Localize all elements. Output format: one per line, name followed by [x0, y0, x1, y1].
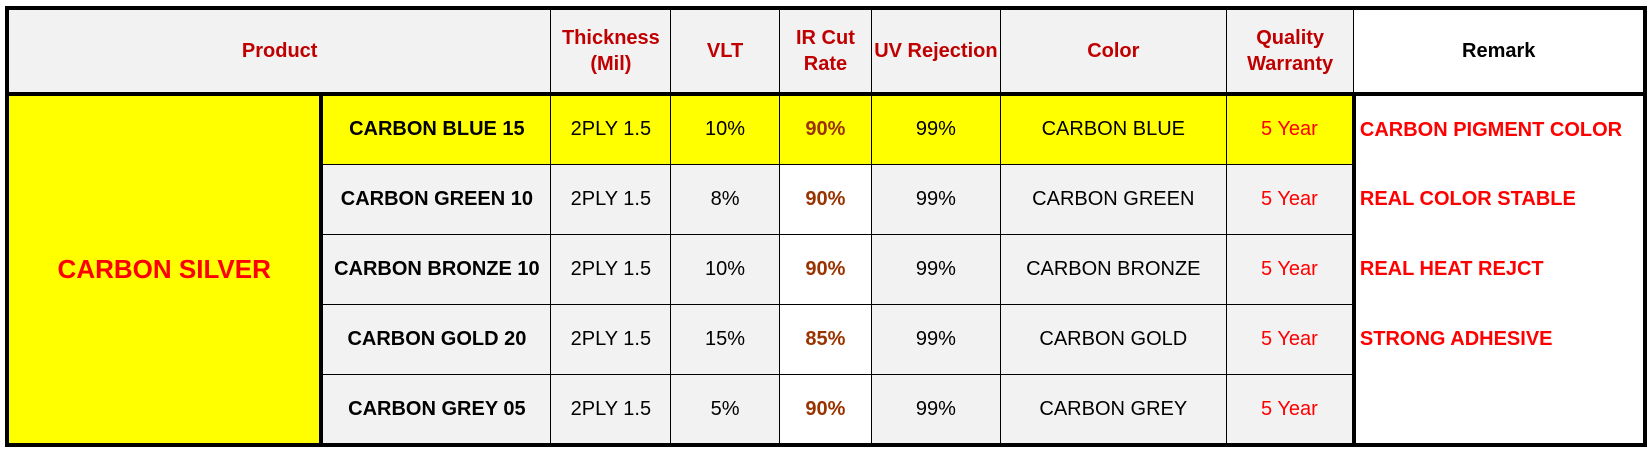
- ir-cut-value: 90%: [778, 163, 873, 235]
- color-value: CARBON GREY: [999, 374, 1227, 446]
- product-spec-table: Product Thickness (Mil) VLT IR Cut Rate …: [5, 6, 1647, 447]
- warranty-value: 5 Year: [1225, 93, 1355, 165]
- table-row: CARBON BRONZE 10 2PLY 1.5 10% 90% 99% CA…: [7, 233, 1646, 306]
- thickness-value: 2PLY 1.5: [550, 233, 672, 306]
- uv-value: 99%: [871, 163, 1001, 235]
- table-row: CARBON SILVER CARBON BLUE 15 2PLY 1.5 10…: [6, 93, 1646, 446]
- warranty-value: 5 Year: [1225, 233, 1355, 306]
- color-value: CARBON BRONZE: [999, 233, 1227, 306]
- remark-value: CARBON PIGMENT COLOR: [1351, 93, 1646, 165]
- thickness-value: 2PLY 1.5: [550, 163, 672, 235]
- uv-value: 99%: [871, 93, 1001, 165]
- table-row: CARBON GREEN 10 2PLY 1.5 8% 90% 99% CARB…: [7, 163, 1646, 235]
- vlt-value: 5%: [670, 374, 780, 446]
- vlt-value: 15%: [670, 304, 780, 376]
- remark-value: REAL COLOR STABLE: [1351, 164, 1646, 235]
- remark-value: STRONG ADHESIVE: [1351, 304, 1646, 375]
- product-name: CARBON BRONZE 10: [320, 233, 552, 306]
- warranty-value: 5 Year: [1225, 163, 1355, 235]
- header-thickness: Thickness (Mil): [550, 7, 672, 96]
- product-name: CARBON GREY 05: [320, 374, 552, 446]
- vlt-value: 10%: [670, 233, 780, 306]
- product-name: CARBON BLUE 15: [320, 93, 552, 165]
- vlt-value: 8%: [670, 163, 780, 235]
- table-row: CARBON GREY 05 2PLY 1.5 5% 90% 99% CARBO…: [7, 374, 1646, 446]
- remark-value: REAL HEAT REJCT: [1351, 234, 1646, 305]
- ir-cut-value: 90%: [778, 233, 873, 306]
- thickness-value: 2PLY 1.5: [550, 374, 672, 446]
- product-group-name: CARBON SILVER: [6, 93, 324, 446]
- color-value: CARBON GREEN: [999, 163, 1227, 235]
- product-name: CARBON GOLD 20: [320, 304, 552, 376]
- ir-cut-value: 90%: [778, 93, 873, 165]
- thickness-value: 2PLY 1.5: [550, 304, 672, 376]
- ir-cut-value: 90%: [778, 374, 873, 446]
- color-value: CARBON BLUE: [999, 93, 1227, 165]
- header-row: Product Thickness (Mil) VLT IR Cut Rate …: [6, 7, 1646, 96]
- product-name: CARBON GREEN 10: [320, 163, 552, 235]
- header-remark: Remark: [1353, 7, 1646, 96]
- vlt-value: 10%: [670, 93, 780, 165]
- ir-cut-value: 85%: [778, 304, 873, 376]
- header-color: Color: [999, 7, 1227, 96]
- remark-value: [1351, 374, 1646, 446]
- uv-value: 99%: [871, 374, 1001, 446]
- warranty-value: 5 Year: [1225, 304, 1355, 376]
- table-row: CARBON GOLD 20 2PLY 1.5 15% 85% 99% CARB…: [7, 304, 1646, 376]
- header-product: Product: [6, 7, 552, 96]
- uv-value: 99%: [871, 233, 1001, 306]
- header-warranty: Quality Warranty: [1225, 7, 1355, 96]
- header-uv: UV Rejection: [871, 7, 1001, 96]
- color-value: CARBON GOLD: [999, 304, 1227, 376]
- warranty-value: 5 Year: [1225, 374, 1355, 446]
- thickness-value: 2PLY 1.5: [550, 93, 672, 165]
- header-vlt: VLT: [670, 7, 780, 96]
- header-ir-cut: IR Cut Rate: [778, 7, 873, 96]
- uv-value: 99%: [871, 304, 1001, 376]
